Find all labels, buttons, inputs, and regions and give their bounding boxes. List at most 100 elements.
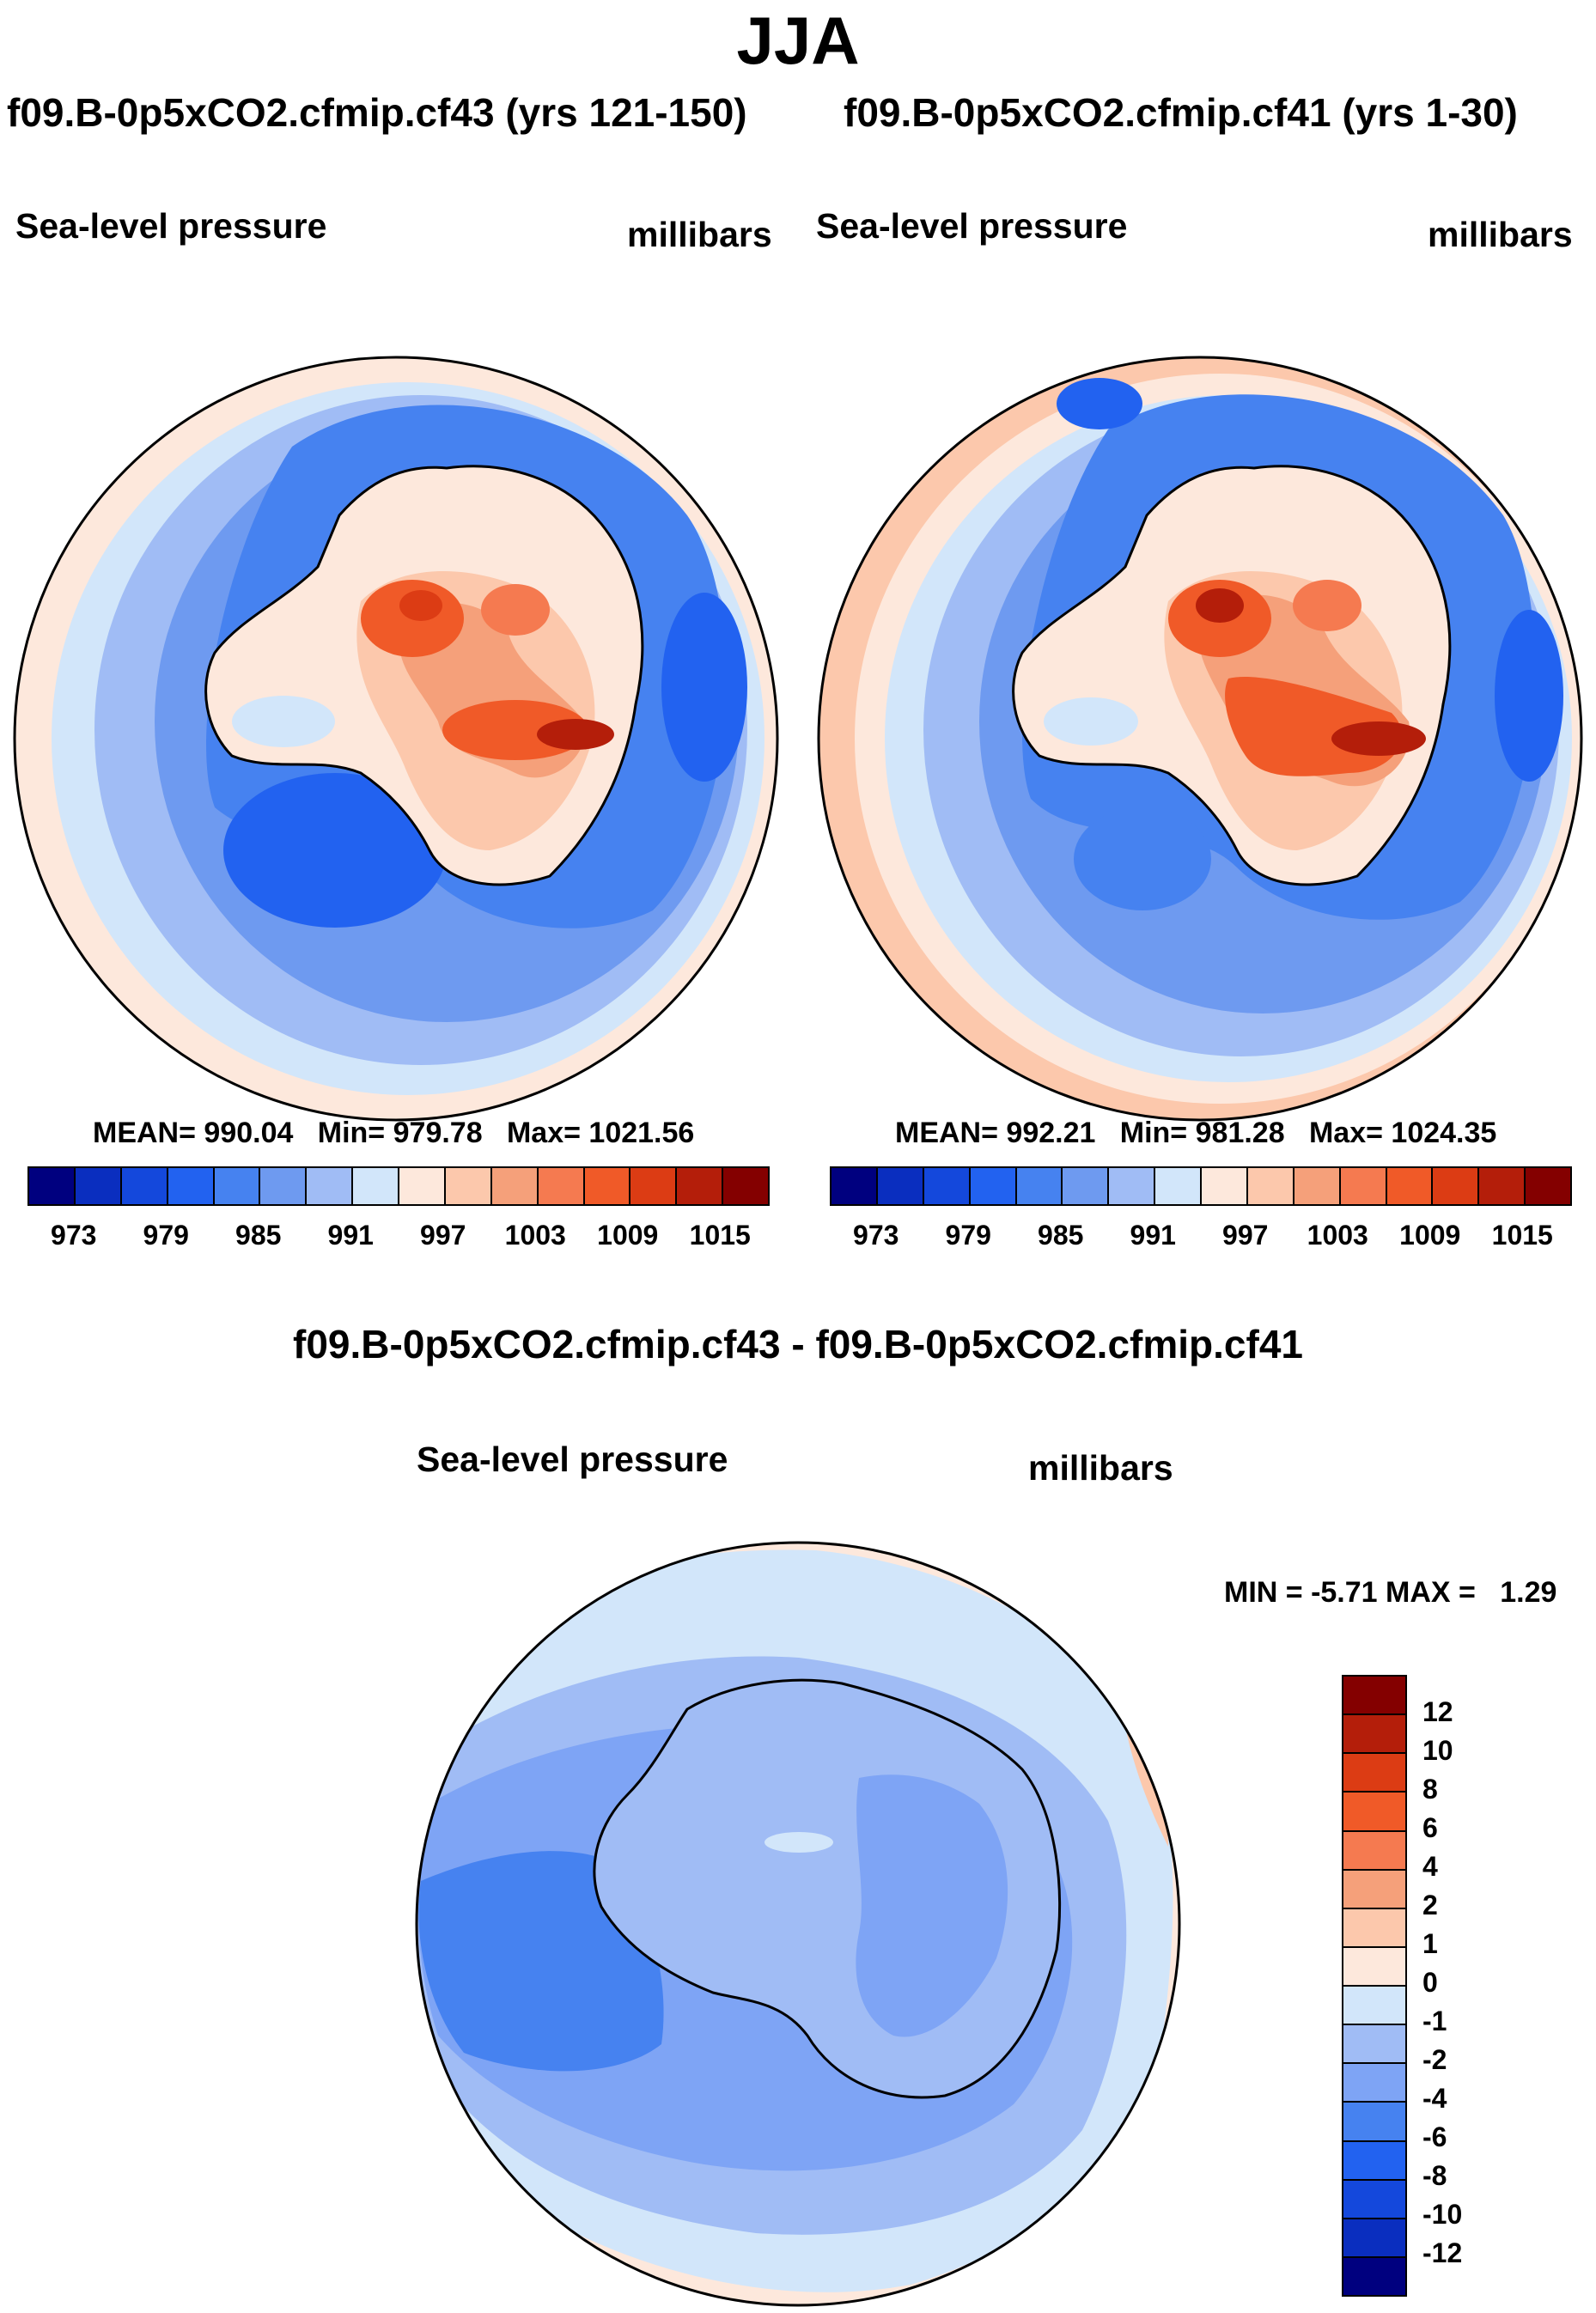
panel-1-colorbar-swatch [29, 1168, 76, 1204]
panel-1-colorbar-tick-label: 1009 [597, 1220, 659, 1251]
panel-1-colorbar-swatch [723, 1168, 768, 1204]
difference-colorbar-tick-label: 4 [1422, 1851, 1438, 1882]
panel-1-colorbar-swatch [677, 1168, 724, 1204]
panel-2-colorbar-swatch [1063, 1168, 1110, 1204]
difference-min: -5.71 [1311, 1576, 1378, 1609]
difference-colorbar-swatch [1343, 1754, 1405, 1793]
panel-1-colorbar [27, 1166, 770, 1206]
difference-colorbar-tick-label: -2 [1422, 2044, 1447, 2075]
panel-2-colorbar-swatch [1016, 1168, 1063, 1204]
difference-colorbar-swatch [1343, 1715, 1405, 1755]
panel-1-colorbar-swatch [491, 1168, 539, 1204]
panel-1-map [13, 356, 779, 1122]
panel-1-units: millibars [627, 215, 772, 254]
panel-2-colorbar [830, 1166, 1572, 1206]
difference-colorbar-swatch [1343, 1677, 1405, 1716]
difference-colorbar-tick-label: -12 [1422, 2237, 1463, 2268]
panel-1-mean: 990.04 [204, 1117, 294, 1149]
panel-2-min: 981.28 [1195, 1117, 1285, 1149]
panel-2-colorbar-swatch [1294, 1168, 1341, 1204]
panel-1-colorbar-swatch [630, 1168, 678, 1204]
difference-units: millibars [1028, 1448, 1173, 1488]
panel-1-title: f09.B-0p5xCO2.cfmip.cf43 (yrs 121-150) [7, 90, 747, 135]
panel-1-colorbar-swatch [260, 1168, 308, 1204]
difference-colorbar-tick-label: 2 [1422, 1890, 1438, 1920]
difference-colorbar-tick-label: 12 [1422, 1696, 1453, 1727]
season-title: JJA [736, 3, 860, 78]
difference-colorbar-tick-label: -1 [1422, 2006, 1447, 2036]
panel-2-colorbar-swatch [1109, 1168, 1156, 1204]
difference-colorbar-swatch [1343, 2219, 1405, 2258]
difference-colorbar-tick-label: -4 [1422, 2083, 1447, 2114]
panel-1-colorbar-swatch [353, 1168, 399, 1204]
difference-colorbar-swatch [1343, 1831, 1405, 1871]
panel-2-colorbar-tick-label: 979 [945, 1220, 991, 1251]
panel-2-title: f09.B-0p5xCO2.cfmip.cf41 (yrs 1-30) [844, 90, 1518, 135]
panel-2-colorbar-swatch [970, 1168, 1017, 1204]
panel-2-colorbar-tick-label: 991 [1130, 1220, 1176, 1251]
difference-colorbar-swatch [1343, 1987, 1405, 2026]
difference-max: 1.29 [1500, 1576, 1557, 1609]
panel-2-units: millibars [1428, 215, 1573, 254]
difference-colorbar-swatch [1343, 2103, 1405, 2142]
panel-1-max: 1021.56 [588, 1117, 695, 1149]
panel-1-stats: MEAN= 990.04 Min= 979.78 Max= 1021.56 [93, 1117, 695, 1149]
panel-1-variable: Sea-level pressure [15, 206, 327, 246]
difference-colorbar-tick-label: -8 [1422, 2160, 1447, 2191]
panel-2-colorbar-tick-label: 1009 [1399, 1220, 1461, 1251]
panel-2-colorbar-tick-label: 973 [853, 1220, 899, 1251]
panel-1-colorbar-tick-label: 997 [420, 1220, 466, 1251]
difference-colorbar-tick-label: 0 [1422, 1967, 1438, 1998]
panel-1-colorbar-swatch [538, 1168, 585, 1204]
difference-colorbar-swatch [1343, 1870, 1405, 1909]
panel-1-colorbar-tick-label: 979 [143, 1220, 189, 1251]
panel-2-map [817, 356, 1583, 1122]
difference-colorbar-tick-label: 8 [1422, 1774, 1438, 1805]
panel-2-colorbar-tick-label: 997 [1222, 1220, 1269, 1251]
difference-colorbar-tick-label: -10 [1422, 2199, 1463, 2230]
panel-1-colorbar-swatch [121, 1168, 168, 1204]
panel-2-colorbar-swatch [923, 1168, 971, 1204]
panel-1-colorbar-swatch [214, 1168, 261, 1204]
difference-colorbar-tick-label: 10 [1422, 1735, 1453, 1766]
panel-1-colorbar-swatch [307, 1168, 354, 1204]
difference-colorbar-swatch [1343, 1793, 1405, 1832]
panel-2-colorbar-swatch [1479, 1168, 1526, 1204]
difference-colorbar-swatch [1343, 2257, 1405, 2295]
panel-1-colorbar-swatch [75, 1168, 122, 1204]
difference-variable: Sea-level pressure [417, 1440, 728, 1479]
panel-2-colorbar-swatch [1526, 1168, 1570, 1204]
panel-2-variable: Sea-level pressure [816, 206, 1128, 246]
difference-colorbar-swatch [1343, 2025, 1405, 2065]
panel-2-colorbar-tick-label: 1003 [1307, 1220, 1368, 1251]
difference-colorbar-swatch [1343, 1908, 1405, 1948]
difference-colorbar-tick-label: -6 [1422, 2121, 1447, 2152]
panel-2-mean: 992.21 [1006, 1117, 1096, 1149]
difference-colorbar-tick-label: 1 [1422, 1928, 1438, 1959]
difference-colorbar-swatch [1343, 2141, 1405, 2181]
panel-2-stats: MEAN= 992.21 Min= 981.28 Max= 1024.35 [895, 1117, 1497, 1149]
panel-2-colorbar-swatch [1202, 1168, 1248, 1204]
panel-1-colorbar-swatch [168, 1168, 215, 1204]
panel-1-colorbar-tick-label: 991 [327, 1220, 374, 1251]
panel-1-min: 979.78 [393, 1117, 483, 1149]
difference-colorbar-swatch [1343, 1947, 1405, 1987]
panel-1-colorbar-swatch [445, 1168, 492, 1204]
panel-2-colorbar-swatch [1386, 1168, 1434, 1204]
panel-2-colorbar-tick-label: 1015 [1491, 1220, 1553, 1251]
panel-1-colorbar-swatch [399, 1168, 446, 1204]
difference-colorbar [1342, 1675, 1407, 2297]
panel-1-colorbar-swatch [584, 1168, 631, 1204]
difference-minmax: MIN = -5.71 MAX = 1.29 [1224, 1576, 1557, 1609]
difference-colorbar-tick-label: 6 [1422, 1812, 1438, 1843]
panel-1-colorbar-tick-label: 1015 [689, 1220, 751, 1251]
panel-1-colorbar-tick-label: 1003 [504, 1220, 566, 1251]
difference-title: f09.B-0p5xCO2.cfmip.cf43 - f09.B-0p5xCO2… [293, 1322, 1303, 1366]
panel-2-colorbar-tick-label: 985 [1038, 1220, 1084, 1251]
difference-colorbar-swatch [1343, 2064, 1405, 2103]
panel-2-colorbar-swatch [1433, 1168, 1480, 1204]
panel-2-colorbar-swatch [1340, 1168, 1387, 1204]
panel-2-colorbar-swatch [877, 1168, 924, 1204]
panel-2-colorbar-swatch [832, 1168, 878, 1204]
